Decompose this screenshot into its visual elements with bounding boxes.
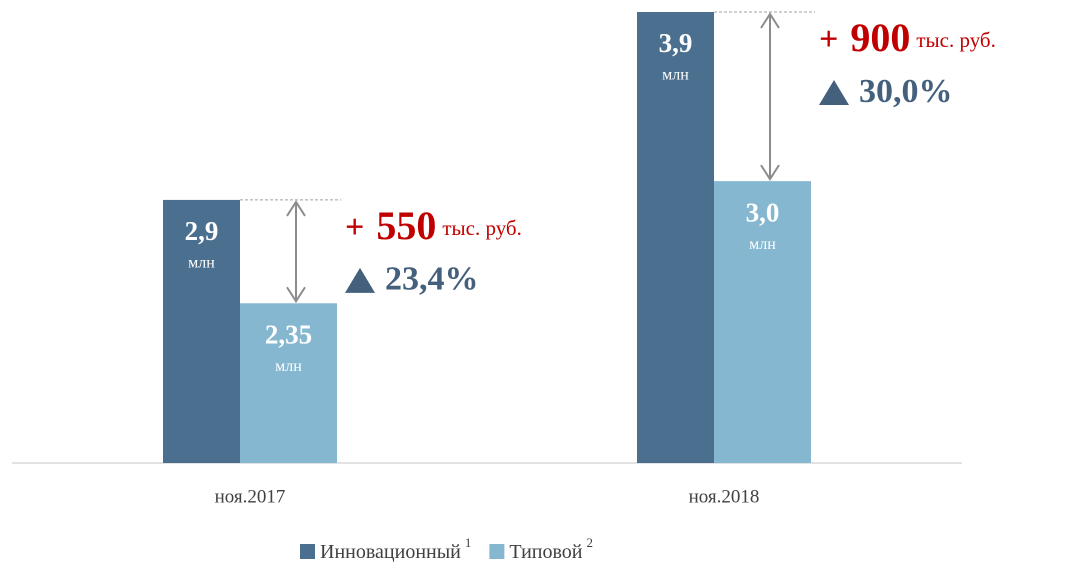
legend-entry: Типовой 2 <box>509 535 593 563</box>
diff-sign: + <box>819 21 838 58</box>
legend-name: Типовой <box>509 541 582 563</box>
arrow-head <box>286 200 306 217</box>
x-tick-label: ноя.2018 <box>689 486 760 507</box>
legend-footnote: 2 <box>587 535 594 550</box>
x-tick-label: ноя.2017 <box>215 486 286 507</box>
value-label: 3,9 <box>659 28 693 58</box>
arrow-head <box>760 12 780 29</box>
up-triangle <box>819 80 849 105</box>
change-label: 30,0% <box>859 73 953 110</box>
diff-sign: + <box>345 209 364 246</box>
legend-swatch <box>300 544 315 559</box>
bar <box>163 199 240 463</box>
value-label: 2,9 <box>185 216 219 246</box>
value-label: 2,35 <box>265 319 312 349</box>
value-label: 3,0 <box>746 197 780 227</box>
change-label: 23,4% <box>385 261 479 298</box>
bar <box>240 303 337 463</box>
up-triangle <box>345 267 375 293</box>
value-unit: млн <box>188 255 215 272</box>
bar <box>637 12 714 463</box>
arrow-head <box>760 164 780 181</box>
diff-unit: тыс. руб. <box>442 216 522 240</box>
legend-entry: Инновационный 1 <box>320 535 471 563</box>
legend-swatch <box>489 544 505 559</box>
legend-name: Инновационный <box>320 541 461 563</box>
diff-annotation: +550 тыс. руб. <box>345 203 522 248</box>
diff-value: 550 <box>376 203 436 248</box>
bar <box>714 181 811 463</box>
diff-annotation: +900 тыс. руб. <box>819 15 996 60</box>
legend-footnote: 1 <box>465 535 472 550</box>
diff-unit: тыс. руб. <box>916 28 996 52</box>
value-unit: млн <box>275 358 302 375</box>
value-unit: млн <box>662 67 689 84</box>
diff-value: 900 <box>850 15 910 60</box>
value-unit: млн <box>749 236 776 253</box>
arrow-head <box>286 286 306 304</box>
